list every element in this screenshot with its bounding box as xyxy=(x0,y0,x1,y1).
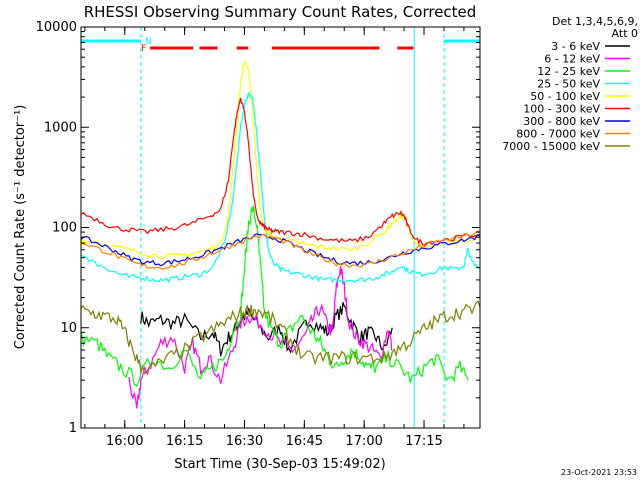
footer-timestamp: 23-Oct-2021 23:53 xyxy=(561,468,637,477)
series-line-5 xyxy=(80,97,481,246)
legend-label-2: 12 - 25 keV xyxy=(537,65,600,78)
legend-label-3: 25 - 50 keV xyxy=(537,78,600,91)
series-line-2 xyxy=(80,205,469,388)
y-axis-label: Corrected Count Rate (s⁻¹ detector⁻¹) xyxy=(13,105,28,350)
y-tick-label: 10000 xyxy=(36,20,77,35)
legend-header-line-2: Att 0 xyxy=(612,27,638,40)
series-line-0 xyxy=(140,302,393,357)
y-tick-label: 1 xyxy=(69,421,77,436)
legend-label-4: 50 - 100 keV xyxy=(530,90,600,103)
x-tick-label: 17:15 xyxy=(405,434,442,449)
flag-n-label: N xyxy=(145,37,152,47)
legend-label-0: 3 - 6 keV xyxy=(551,40,600,53)
x-tick-label: 17:00 xyxy=(345,434,382,449)
legend-label-7: 800 - 7000 keV xyxy=(516,128,600,141)
y-tick-label: 10 xyxy=(60,321,77,336)
series-line-7 xyxy=(80,230,481,270)
x-tick-label: 16:30 xyxy=(226,434,263,449)
y-tick-label: 100 xyxy=(52,221,77,236)
chart-title: RHESSI Observing Summary Count Rates, Co… xyxy=(84,3,477,21)
legend-label-5: 100 - 300 keV xyxy=(523,103,600,116)
axes: 1 10 100 1000 10000 16:00 16:15 16:30 16:45 17:00… xyxy=(36,20,481,449)
legend-header-line-1: Det 1,3,4,5,6,9, xyxy=(552,15,638,28)
flag-bars: NF xyxy=(81,37,480,54)
y-tick-label: 1000 xyxy=(44,120,77,135)
legend-label-6: 300 - 800 keV xyxy=(523,115,600,128)
x-tick-label: 16:00 xyxy=(106,434,143,449)
series-layer xyxy=(80,61,481,409)
x-axis-label: Start Time (30-Sep-03 15:49:02) xyxy=(174,457,385,472)
x-tick-label: 16:15 xyxy=(166,434,203,449)
series-line-8 xyxy=(80,300,481,375)
legend-label-8: 7000 - 15000 keV xyxy=(502,140,600,153)
flag-f-label: F xyxy=(141,44,146,54)
series-line-1 xyxy=(128,266,393,409)
series-line-3 xyxy=(80,91,481,284)
plot-area xyxy=(140,27,445,428)
legend-label-1: 6 - 12 keV xyxy=(544,53,600,66)
x-tick-label: 16:45 xyxy=(286,434,323,449)
